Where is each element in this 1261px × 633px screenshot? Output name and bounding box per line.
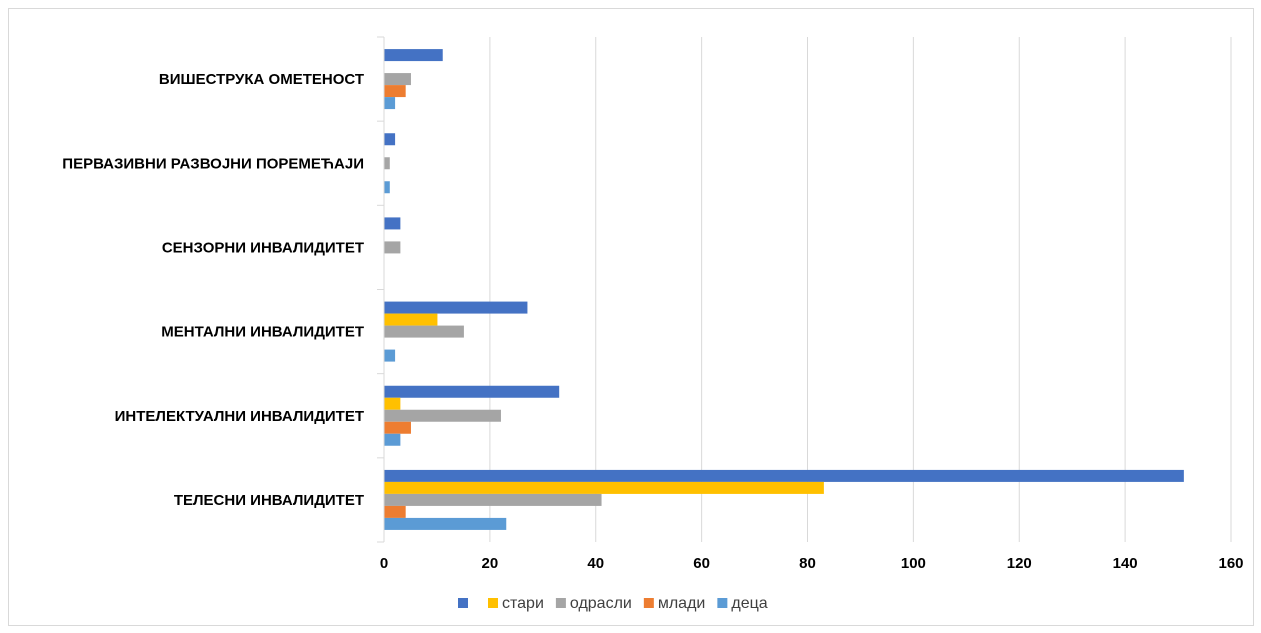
chart-area: [8, 8, 1254, 626]
bar-деца-1: [384, 433, 401, 446]
bar-series-1-5: [384, 49, 443, 62]
x-tick-label-160: 160: [1218, 555, 1243, 572]
bar-стари-0: [384, 481, 824, 494]
bar-млади-5: [384, 85, 406, 98]
x-tick-label-140: 140: [1113, 555, 1138, 572]
legend-label: стари: [502, 595, 544, 612]
category-label: СЕНЗОРНИ ИНВАЛИДИТЕТ: [162, 239, 364, 256]
bar-млади-1: [384, 421, 411, 434]
x-tick-label-120: 120: [1007, 555, 1032, 572]
category-label: ТЕЛЕСНИ ИНВАЛИДИТЕТ: [174, 492, 364, 509]
bar-одрасли-1: [384, 409, 501, 422]
bar-series-1-0: [384, 469, 1184, 482]
x-tick-label-20: 20: [482, 555, 499, 572]
bar-series-1-3: [384, 217, 401, 230]
legend-swatch: [555, 598, 566, 608]
bar-series-1-2: [384, 301, 528, 314]
bar-стари-2: [384, 313, 438, 326]
legend-swatch: [717, 598, 728, 608]
legend-swatch: [643, 598, 654, 608]
x-tick-label-60: 60: [693, 555, 710, 572]
category-label: ИНТЕЛЕКТУАЛНИ ИНВАЛИДИТЕТ: [115, 408, 364, 425]
category-label: МЕНТАЛНИ ИНВАЛИДИТЕТ: [161, 324, 364, 341]
category-label: ВИШЕСТРУКА ОМЕТЕНОСТ: [159, 71, 364, 88]
legend-label: млади: [658, 595, 706, 612]
bar-деца-5: [384, 97, 396, 110]
x-tick-label-40: 40: [587, 555, 604, 572]
bar-одрасли-4: [384, 157, 390, 170]
legend-swatch: [458, 598, 468, 608]
bar-одрасли-0: [384, 493, 602, 506]
bar-одрасли-3: [384, 241, 401, 254]
legend-label: одрасли: [570, 595, 632, 612]
bar-деца-2: [384, 349, 396, 362]
legend-swatch: [488, 598, 498, 608]
x-tick-label-0: 0: [380, 555, 388, 572]
bar-млади-0: [384, 505, 406, 518]
bar-деца-0: [384, 517, 507, 530]
bar-одрасли-5: [384, 73, 411, 86]
x-tick-label-80: 80: [799, 555, 816, 572]
category-label: ПЕРВАЗИВНИ РАЗВОЈНИ ПОРЕМЕЋАЈИ: [62, 155, 364, 172]
bar-стари-1: [384, 397, 401, 410]
bar-одрасли-2: [384, 325, 464, 338]
bar-деца-4: [384, 181, 390, 194]
x-tick-label-100: 100: [901, 555, 926, 572]
bar-series-1-1: [384, 385, 560, 398]
legend-label: деца: [731, 595, 767, 612]
bar-series-1-4: [384, 133, 396, 146]
